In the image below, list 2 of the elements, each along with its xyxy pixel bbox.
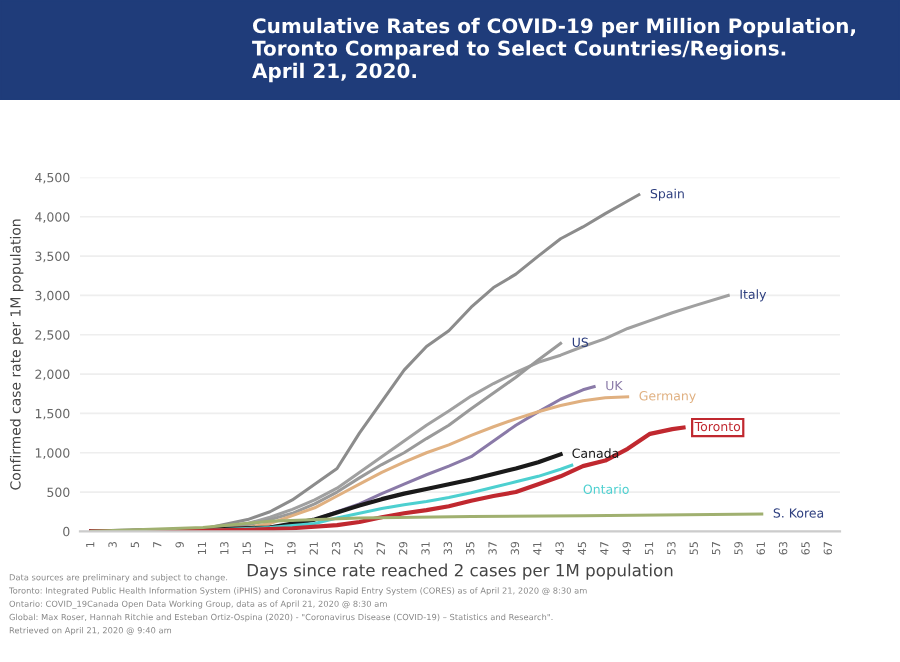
x-axis-title: Days since rate reached 2 cases per 1M population xyxy=(247,563,673,580)
chart-title: Cumulative Rates of COVID-19 per Million Population, Toronto Compared to Select Countries/Regions. April 21, 2020. xyxy=(252,17,855,83)
